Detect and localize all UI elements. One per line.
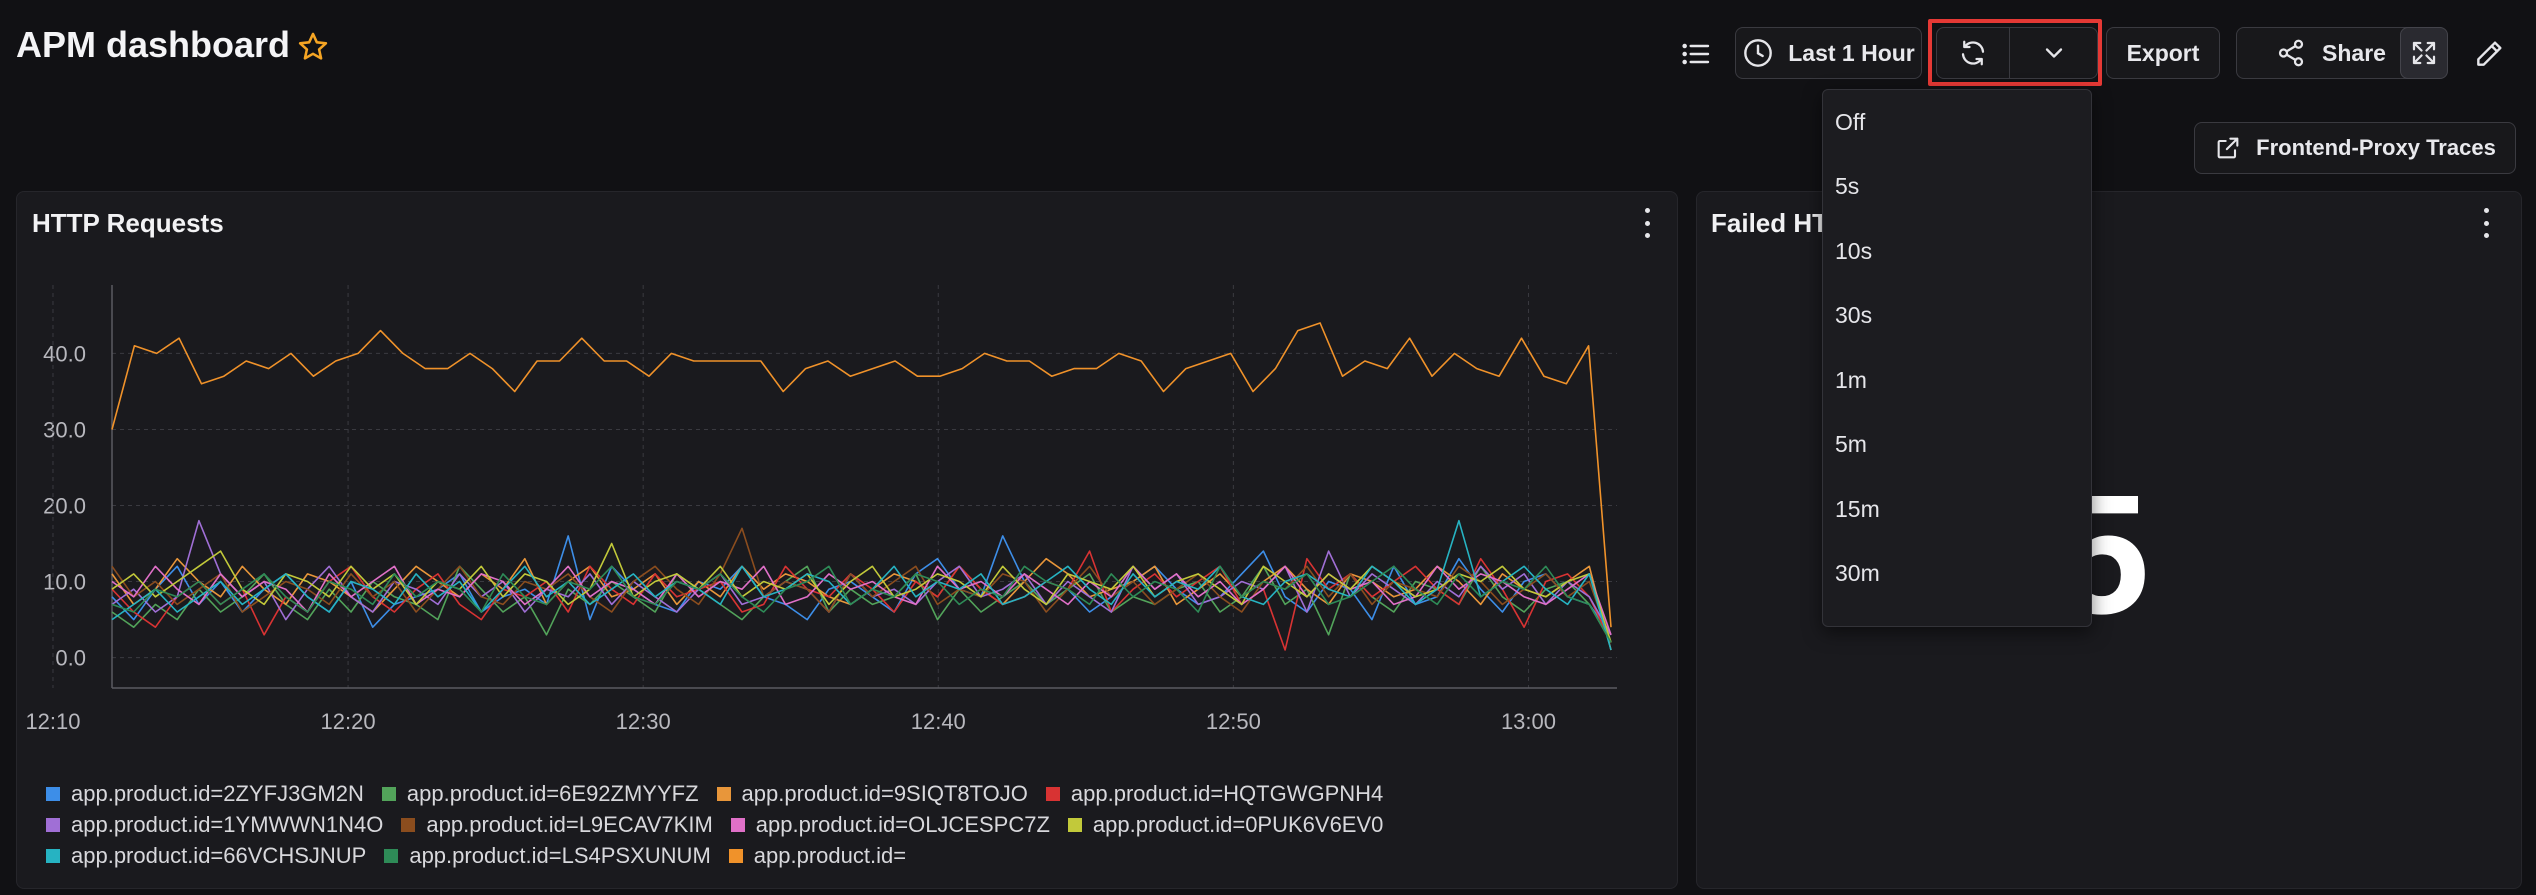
refresh-icon	[1958, 38, 1988, 68]
legend-swatch	[46, 786, 60, 801]
legend-label: app.product.id=2ZYFJ3GM2N	[71, 780, 364, 806]
x-tick-label: 12:10	[25, 709, 80, 734]
y-tick-label: 10.0	[43, 570, 86, 595]
legend-item[interactable]: app.product.id=66VCHSJNUP	[46, 843, 366, 869]
legend-swatch	[381, 786, 396, 801]
share-button[interactable]: Share	[2236, 27, 2426, 79]
y-tick-label: 0.0	[55, 646, 86, 671]
x-tick-label: 12:50	[1206, 709, 1261, 734]
legend-swatch	[384, 848, 399, 863]
legend-swatch	[728, 848, 743, 863]
http-requests-chart: 0.0 10.0 20.0 30.0 40.0 12:10 12:20 12:30 12:40 1…	[25, 285, 1617, 734]
legend-item[interactable]: app.product.id=6E92ZMYYFZ	[381, 780, 699, 807]
legend-swatch	[1045, 786, 1060, 801]
failed-panel-title: Failed HT	[1711, 208, 1829, 238]
list-icon[interactable]	[1680, 38, 1712, 70]
legend-swatch	[46, 817, 60, 832]
legend-swatch	[401, 817, 416, 832]
x-tick-label: 13:00	[1501, 709, 1556, 734]
legend-label: app.product.id=1YMWWN1N4O	[71, 811, 384, 837]
series-line	[111, 542, 1612, 643]
kebab-menu-icon[interactable]	[2476, 208, 2496, 238]
refresh-option[interactable]: 10s	[1835, 237, 1873, 264]
legend-label: app.product.id=	[753, 842, 907, 868]
legend-label: app.product.id=LS4PSXUNUM	[409, 842, 711, 868]
edit-icon[interactable]	[2473, 38, 2505, 70]
x-tick-label: 12:30	[616, 709, 671, 734]
http-requests-title: HTTP Requests	[32, 208, 224, 238]
refresh-option[interactable]: 5s	[1835, 173, 1860, 200]
legend-item[interactable]: app.product.id=0PUK6V6EV0	[1067, 811, 1384, 838]
export-button[interactable]: Export	[2106, 27, 2220, 79]
refresh-option[interactable]: 30s	[1835, 302, 1873, 329]
legend-label: app.product.id=HQTGWGPNH4	[1070, 780, 1384, 806]
refresh-option[interactable]: 5m	[1835, 431, 1867, 458]
legend-item[interactable]: app.product.id=1YMWWN1N4O	[46, 812, 383, 838]
share-icon	[2276, 38, 2306, 68]
legend-item[interactable]: app.product.id=2ZYFJ3GM2N	[46, 781, 364, 807]
fullscreen-button[interactable]	[2400, 27, 2448, 79]
refresh-option[interactable]: 15m	[1835, 495, 1880, 522]
page-title: APM dashboard	[16, 24, 291, 65]
fullscreen-icon	[2409, 38, 2439, 68]
legend-label: app.product.id=0PUK6V6EV0	[1092, 811, 1384, 837]
legend-item[interactable]: app.product.id=OLJCESPC7Z	[730, 811, 1050, 838]
star-icon[interactable]	[296, 30, 330, 64]
refresh-option[interactable]: Off	[1835, 108, 1866, 135]
external-link-label: Frontend-Proxy Traces	[2256, 135, 2496, 160]
y-tick-label: 30.0	[43, 417, 86, 442]
chart-legend: app.product.id=2ZYFJ3GM2N app.product.id=…	[46, 778, 1401, 871]
legend-label: app.product.id=66VCHSJNUP	[71, 842, 367, 868]
legend-label: app.product.id=9SIQT8TOJO	[741, 780, 1028, 806]
share-label: Share	[2322, 39, 2386, 66]
refresh-option[interactable]: 1m	[1835, 366, 1867, 393]
legend-swatch	[716, 786, 731, 801]
legend-row: app.product.id=1YMWWN1N4O app.product.id=…	[46, 809, 1401, 840]
refresh-interval-dropdown[interactable]	[2009, 27, 2098, 79]
series-line	[111, 322, 1612, 628]
x-tick-label: 12:40	[911, 709, 966, 734]
kebab-menu-icon[interactable]	[1637, 208, 1657, 238]
series-line	[111, 565, 1612, 643]
y-tick-label: 20.0	[43, 494, 86, 519]
clock-icon	[1742, 37, 1774, 69]
frontend-proxy-traces-link[interactable]: Frontend-Proxy Traces	[2194, 122, 2516, 174]
series-line	[111, 565, 1612, 636]
legend-row: app.product.id=2ZYFJ3GM2N app.product.id=…	[46, 778, 1401, 809]
legend-swatch	[730, 817, 745, 832]
legend-swatch	[46, 848, 60, 863]
refresh-button[interactable]	[1936, 27, 2010, 79]
highlight-box	[1928, 19, 2102, 86]
legend-item[interactable]: app.product.id=	[728, 842, 907, 869]
external-link-icon	[2214, 134, 2242, 162]
y-tick-label: 40.0	[43, 341, 86, 366]
time-range-button[interactable]: Last 1 Hour	[1735, 27, 1922, 79]
http-requests-panel	[16, 191, 1678, 889]
legend-row: app.product.id=66VCHSJNUP app.product.id=…	[46, 840, 1401, 871]
legend-item[interactable]: app.product.id=LS4PSXUNUM	[384, 842, 711, 869]
legend-item[interactable]: app.product.id=9SIQT8TOJO	[716, 780, 1028, 807]
legend-label: app.product.id=6E92ZMYYFZ	[406, 780, 699, 806]
legend-label: app.product.id=L9ECAV7KIM	[426, 811, 713, 837]
x-tick-label: 12:20	[321, 709, 376, 734]
refresh-interval-menu: Off 5s 10s 30s 1m 5m 15m 30m	[1822, 89, 2092, 627]
legend-swatch	[1067, 817, 1082, 832]
series-line	[111, 519, 1612, 636]
legend-label: app.product.id=OLJCESPC7Z	[755, 811, 1050, 837]
time-range-label: Last 1 Hour	[1788, 39, 1915, 66]
legend-item[interactable]: app.product.id=HQTGWGPNH4	[1045, 780, 1384, 807]
chevron-down-icon	[2040, 39, 2068, 67]
refresh-option[interactable]: 30m	[1835, 560, 1880, 587]
legend-item[interactable]: app.product.id=L9ECAV7KIM	[401, 811, 713, 838]
